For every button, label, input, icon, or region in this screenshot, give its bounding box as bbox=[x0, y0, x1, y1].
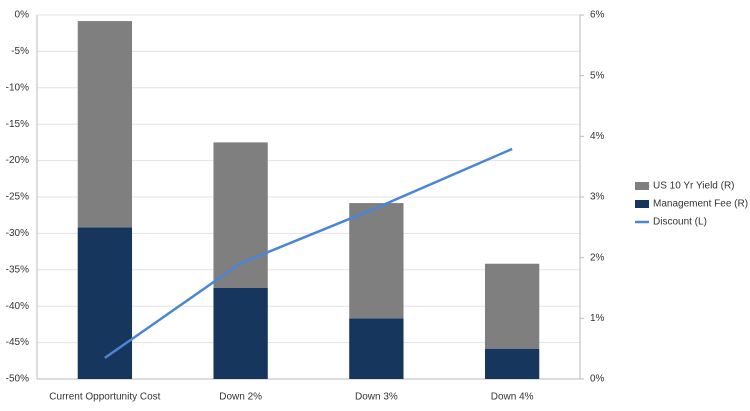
line bbox=[104, 147, 513, 359]
y-tick-label: -40% bbox=[6, 301, 29, 312]
y2-tick-label: 3% bbox=[590, 192, 605, 203]
legend-label: Discount (L) bbox=[653, 217, 707, 228]
y-tick-label: -10% bbox=[6, 82, 29, 93]
y2-tick-label: 0% bbox=[590, 374, 605, 385]
x-tick-label: Down 2% bbox=[219, 392, 262, 403]
y2-tick-label: 4% bbox=[590, 131, 605, 142]
y-tick-label: -20% bbox=[6, 155, 29, 166]
y-tick-label: -15% bbox=[6, 119, 29, 130]
y-tick-label: -25% bbox=[6, 192, 29, 203]
legend-swatch bbox=[635, 182, 649, 190]
y2-tick-label: 1% bbox=[590, 313, 605, 324]
y-tick-label: -50% bbox=[6, 374, 29, 385]
bar bbox=[349, 318, 404, 379]
bar bbox=[213, 288, 268, 379]
y-tick-label: -5% bbox=[11, 46, 29, 57]
bar bbox=[213, 142, 268, 288]
x-tick-label: Down 3% bbox=[355, 392, 398, 403]
bar bbox=[484, 348, 540, 379]
x-tick-label: Current Opportunity Cost bbox=[49, 392, 160, 403]
y2-tick-label: 5% bbox=[590, 70, 605, 81]
y-tick-label: -45% bbox=[6, 337, 29, 348]
legend-label: US 10 Yr Yield (R) bbox=[653, 181, 735, 192]
y2-tick-label: 6% bbox=[590, 10, 605, 21]
y-tick-label: 0% bbox=[15, 10, 30, 21]
bar bbox=[349, 203, 404, 319]
legend-swatch bbox=[635, 200, 649, 208]
y2-tick-label: 2% bbox=[590, 252, 605, 263]
bar bbox=[484, 263, 540, 349]
y-tick-label: -30% bbox=[6, 228, 29, 239]
bar bbox=[77, 227, 133, 379]
x-tick-label: Down 4% bbox=[491, 392, 534, 403]
legend-label: Management Fee (R) bbox=[653, 199, 748, 210]
y-tick-label: -35% bbox=[6, 264, 29, 275]
bar bbox=[77, 21, 133, 228]
